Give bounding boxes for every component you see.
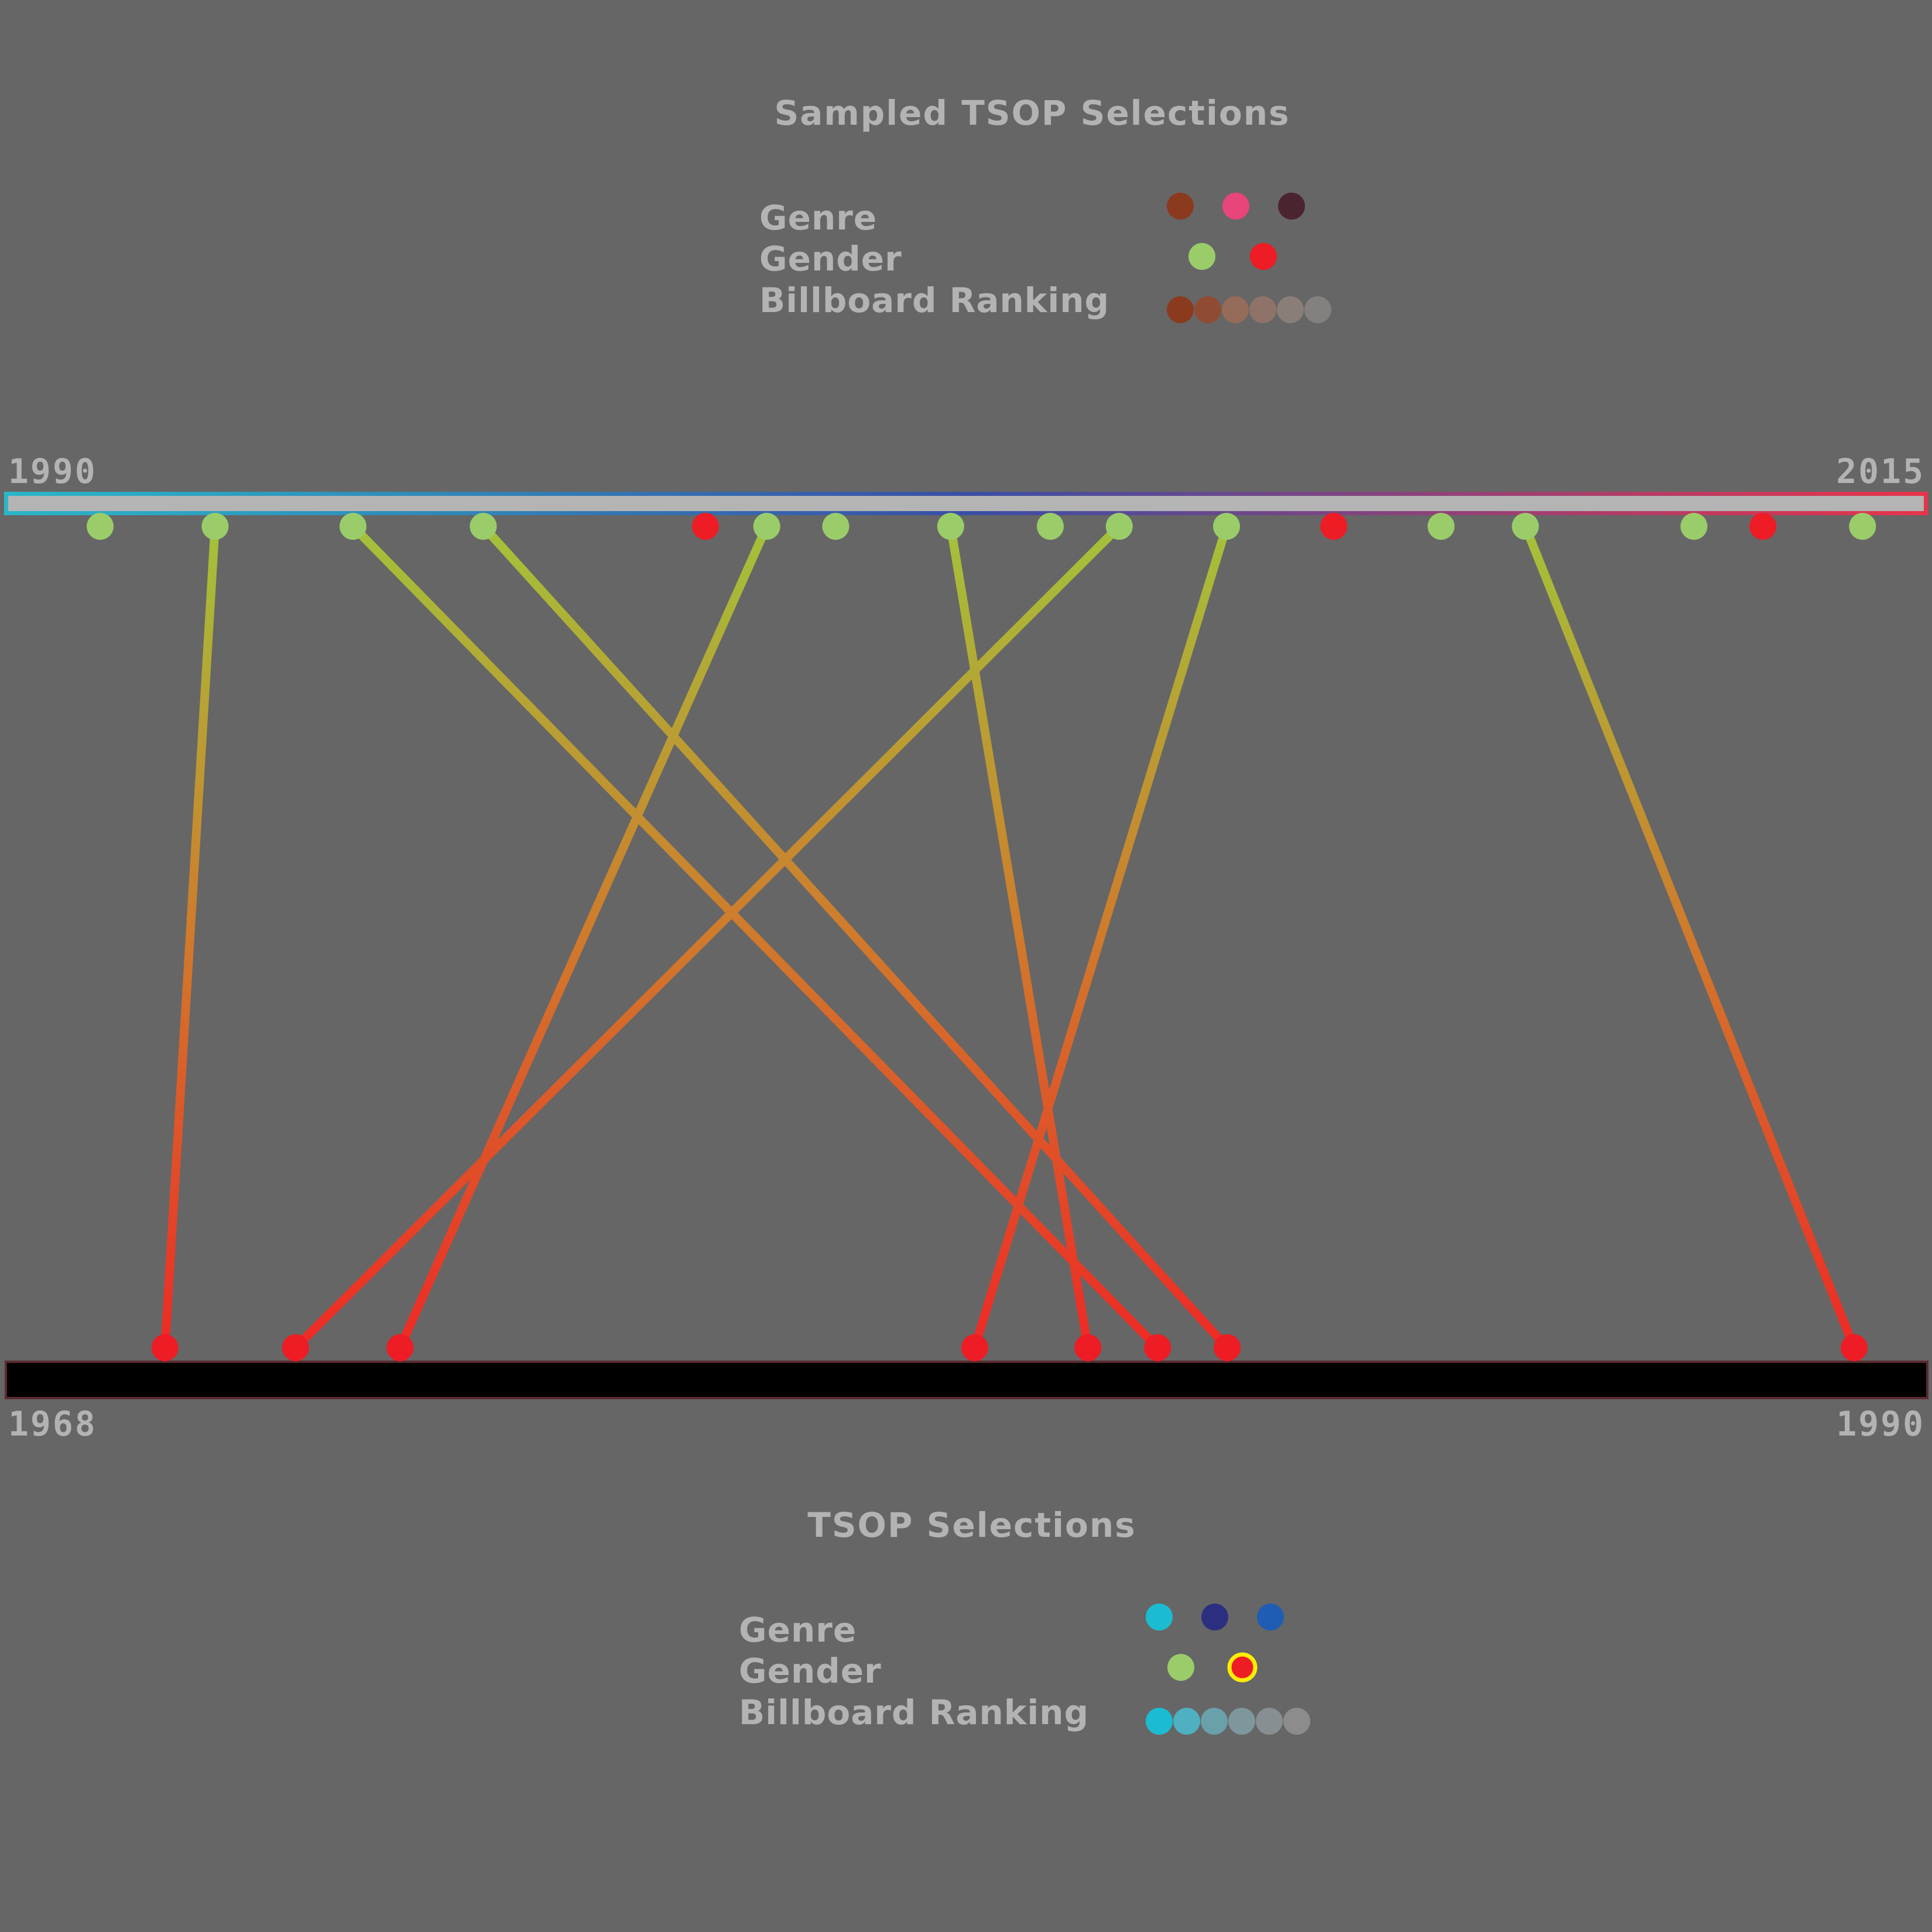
sample-link [395, 522, 772, 1352]
top-selection-dot[interactable] [201, 513, 229, 540]
genre-swatch[interactable] [1201, 1604, 1228, 1630]
ranking-swatch[interactable] [1173, 1708, 1200, 1735]
sample-link [160, 522, 220, 1352]
top-legend-genre-label: Genre [759, 198, 877, 238]
bottom-axis: 1968 1990 [5, 1361, 1928, 1444]
bottom-legend-gender-label: Gender [739, 1651, 882, 1691]
bottom-legend-genre-label: Genre [739, 1610, 857, 1650]
top-selection-dot[interactable] [692, 513, 720, 540]
bottom-legend-ranking-label: Billboard Ranking [739, 1693, 1089, 1732]
genre-swatch[interactable] [1257, 1604, 1284, 1630]
top-selection-dot[interactable] [1036, 513, 1064, 540]
ranking-swatch[interactable] [1283, 1708, 1310, 1735]
ranking-swatch[interactable] [1167, 296, 1194, 323]
top-legend-gender-label: Gender [759, 239, 902, 279]
bottom-timeline-bar [5, 1361, 1928, 1399]
bottom-selection-dot[interactable] [1214, 1334, 1241, 1361]
top-axis-end-label: 2015 [1836, 451, 1925, 491]
top-selection-dot[interactable] [1849, 513, 1876, 540]
sample-links [160, 522, 1859, 1352]
sample-link [946, 522, 1092, 1352]
sample-link [478, 522, 1232, 1352]
gender-swatch-male[interactable] [1188, 243, 1215, 270]
top-selection-dot[interactable] [937, 513, 964, 540]
sample-link [970, 522, 1231, 1352]
top-legend-ranking-label: Billboard Ranking [759, 280, 1109, 320]
bottom-axis-end-label: 1990 [1836, 1404, 1925, 1444]
ranking-swatch[interactable] [1256, 1708, 1283, 1735]
bottom-selection-dot[interactable] [282, 1334, 309, 1361]
top-selection-dot[interactable] [1320, 513, 1348, 540]
ranking-swatch[interactable] [1228, 1708, 1255, 1735]
top-selection-dot[interactable] [87, 513, 114, 540]
bottom-selection-dot[interactable] [961, 1334, 988, 1361]
top-selection-dot[interactable] [822, 513, 849, 540]
sample-link [348, 522, 1162, 1352]
bottom-legend-swatches [1146, 1604, 1310, 1735]
bottom-selection-dot[interactable] [151, 1334, 179, 1361]
top-axis: 1990 2015 [4, 451, 1928, 515]
ranking-swatch[interactable] [1249, 296, 1276, 323]
top-selection-dots [87, 513, 1876, 540]
top-selection-dot[interactable] [470, 513, 497, 540]
bottom-axis-start-label: 1968 [8, 1404, 97, 1444]
genre-swatch[interactable] [1278, 193, 1305, 220]
sample-link [291, 522, 1124, 1352]
bottom-panel-header: TSOP Selections Genre Gender Billboard R… [739, 1505, 1310, 1735]
bottom-selection-dot[interactable] [386, 1334, 414, 1361]
gender-swatch-female[interactable] [1250, 243, 1277, 270]
top-panel-title: Sampled TSOP Selections [774, 93, 1290, 133]
bottom-selection-dot[interactable] [1074, 1334, 1102, 1361]
top-selection-dot[interactable] [339, 513, 366, 540]
top-selection-dot[interactable] [753, 513, 780, 540]
genre-swatch[interactable] [1167, 193, 1194, 220]
top-legend-swatches [1167, 193, 1331, 323]
top-selection-dot[interactable] [1427, 513, 1455, 540]
top-selection-dot[interactable] [1105, 513, 1133, 540]
top-axis-start-label: 1990 [8, 451, 97, 491]
sample-link [1520, 522, 1859, 1352]
gender-swatch-female[interactable] [1227, 1652, 1258, 1683]
ranking-swatch[interactable] [1146, 1708, 1173, 1735]
genre-swatch[interactable] [1146, 1604, 1173, 1630]
bottom-selection-dots [151, 1334, 1868, 1361]
ranking-swatch[interactable] [1222, 296, 1249, 323]
ranking-swatch[interactable] [1201, 1708, 1228, 1735]
top-selection-dot[interactable] [1512, 513, 1539, 540]
ranking-swatch[interactable] [1277, 296, 1304, 323]
ranking-swatch[interactable] [1194, 296, 1221, 323]
top-selection-dot[interactable] [1680, 513, 1708, 540]
top-panel-header: Sampled TSOP Selections Genre Gender Bil… [759, 93, 1331, 323]
ranking-swatch[interactable] [1304, 296, 1331, 323]
bottom-selection-dot[interactable] [1841, 1334, 1868, 1361]
top-selection-dot[interactable] [1749, 513, 1777, 540]
bottom-panel-title: TSOP Selections [807, 1505, 1136, 1545]
gender-swatch-male[interactable] [1167, 1654, 1194, 1681]
top-selection-dot[interactable] [1212, 513, 1240, 540]
top-timeline-bar [8, 496, 1924, 511]
genre-swatch[interactable] [1222, 193, 1249, 220]
bottom-selection-dot[interactable] [1144, 1334, 1171, 1361]
